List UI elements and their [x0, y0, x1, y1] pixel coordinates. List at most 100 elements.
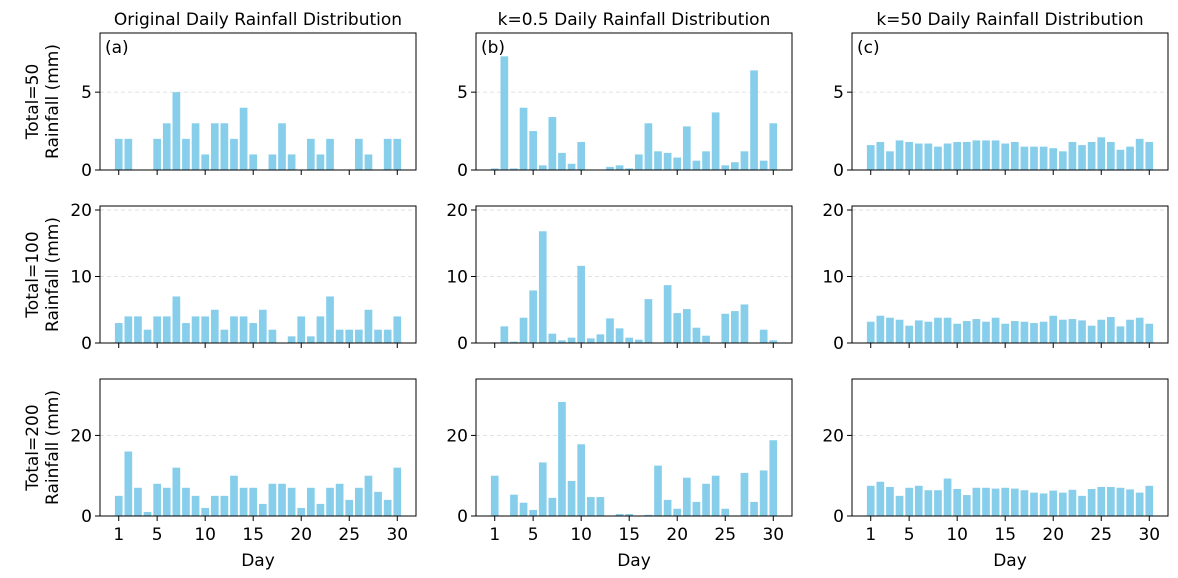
- bar-day-22: [1068, 141, 1077, 170]
- bar-day-16: [1010, 141, 1019, 170]
- bar-day-19: [663, 152, 672, 170]
- bar-day-13: [982, 487, 990, 516]
- bar-day-29: [1135, 138, 1144, 170]
- x-tick-label: 10: [946, 525, 968, 545]
- bar-day-4: [519, 502, 528, 516]
- bar-day-14: [239, 316, 248, 343]
- bar-day-2: [876, 141, 885, 170]
- bar-day-22: [316, 503, 325, 516]
- x-tick-label: 20: [666, 525, 688, 545]
- bar-day-16: [258, 309, 267, 343]
- bar-day-10: [577, 265, 586, 343]
- y-tick-label: 0: [457, 334, 468, 354]
- y-tick-label: 10: [446, 267, 468, 287]
- bar-day-15: [1001, 323, 1010, 343]
- bar-day-25: [1097, 319, 1106, 343]
- bar-day-9: [943, 143, 952, 170]
- bar-day-10: [201, 316, 210, 343]
- bar-day-14: [615, 165, 624, 170]
- bar-day-26: [731, 311, 739, 343]
- bar-day-18: [1030, 492, 1038, 516]
- bar-day-20: [673, 313, 682, 343]
- bar-day-15: [625, 337, 634, 343]
- bar-day-18: [654, 465, 662, 516]
- bar-day-3: [886, 317, 894, 343]
- chart-panel-4: 0 10 20 Total=100 Rainfall (mm): [23, 201, 417, 354]
- bar-day-9: [567, 163, 576, 170]
- bar-day-28: [374, 329, 382, 343]
- bar-day-7: [924, 143, 933, 170]
- bar-day-7: [172, 467, 181, 516]
- bar-day-5: [905, 325, 913, 343]
- bar-day-17: [268, 329, 277, 343]
- bar-day-19: [1039, 493, 1048, 516]
- bar-day-2: [124, 451, 133, 516]
- bar-day-21: [682, 309, 691, 343]
- plot-frame: [475, 205, 793, 344]
- x-tick-label: 10: [570, 525, 592, 545]
- x-tick-label: 1: [865, 525, 876, 545]
- bar-day-28: [1126, 146, 1134, 170]
- chart-title: k=50 Daily Rainfall Distribution: [876, 10, 1143, 30]
- bar-day-2: [124, 138, 133, 170]
- bar-day-30: [769, 123, 778, 170]
- bar-day-23: [1078, 320, 1086, 343]
- plot-frame: [99, 205, 417, 344]
- bar-day-3: [510, 168, 518, 170]
- y-tick-label: 20: [822, 426, 844, 446]
- bar-day-8: [558, 401, 566, 516]
- bar-day-8: [182, 138, 190, 170]
- bar-day-29: [1135, 317, 1144, 343]
- y-tick-label: 0: [833, 507, 844, 527]
- bar-day-21: [682, 126, 691, 170]
- bar-day-6: [538, 231, 547, 343]
- x-tick-label: 15: [618, 525, 640, 545]
- bar-day-27: [740, 304, 749, 343]
- bar-day-2: [500, 56, 509, 170]
- bar-day-6: [914, 143, 923, 170]
- bar-day-19: [1039, 146, 1048, 170]
- bar-day-2: [500, 326, 509, 343]
- bar-day-29: [383, 499, 392, 516]
- bar-day-4: [895, 319, 904, 343]
- bar-day-24: [1087, 141, 1096, 170]
- bar-day-13: [606, 166, 614, 170]
- bar-day-3: [886, 486, 894, 516]
- bar-day-27: [364, 309, 373, 343]
- bar-day-4: [143, 329, 152, 343]
- bar-day-17: [644, 123, 653, 170]
- bar-day-20: [297, 507, 306, 516]
- bar-day-3: [510, 494, 518, 516]
- x-tick-label: 25: [714, 525, 736, 545]
- bar-day-14: [991, 140, 1000, 170]
- plot-frame: [99, 378, 417, 517]
- bar-day-20: [1049, 490, 1058, 516]
- y-tick-label: 0: [833, 334, 844, 354]
- y-tick-label: 5: [81, 83, 92, 103]
- bar-day-19: [287, 336, 296, 343]
- bar-day-29: [383, 329, 392, 343]
- bar-day-25: [721, 165, 730, 170]
- bar-day-3: [886, 151, 894, 170]
- bar-day-14: [991, 317, 1000, 343]
- bar-day-12: [972, 319, 981, 343]
- bar-day-22: [692, 501, 701, 516]
- bar-day-3: [134, 487, 142, 516]
- bar-day-19: [287, 154, 296, 170]
- bar-day-4: [895, 495, 904, 516]
- x-tick-label: 15: [242, 525, 264, 545]
- bar-day-20: [673, 157, 682, 170]
- bar-day-20: [1049, 148, 1058, 170]
- bar-day-5: [529, 290, 537, 343]
- y-tick-label: 5: [833, 83, 844, 103]
- bar-day-13: [982, 321, 990, 343]
- bar-day-16: [258, 503, 267, 516]
- y-tick-label: 20: [446, 201, 468, 221]
- bar-day-6: [914, 485, 923, 516]
- bar-day-6: [538, 462, 547, 516]
- bar-day-25: [721, 508, 730, 516]
- bar-day-20: [1049, 315, 1058, 343]
- bar-day-10: [577, 141, 586, 170]
- bar-day-18: [654, 151, 662, 170]
